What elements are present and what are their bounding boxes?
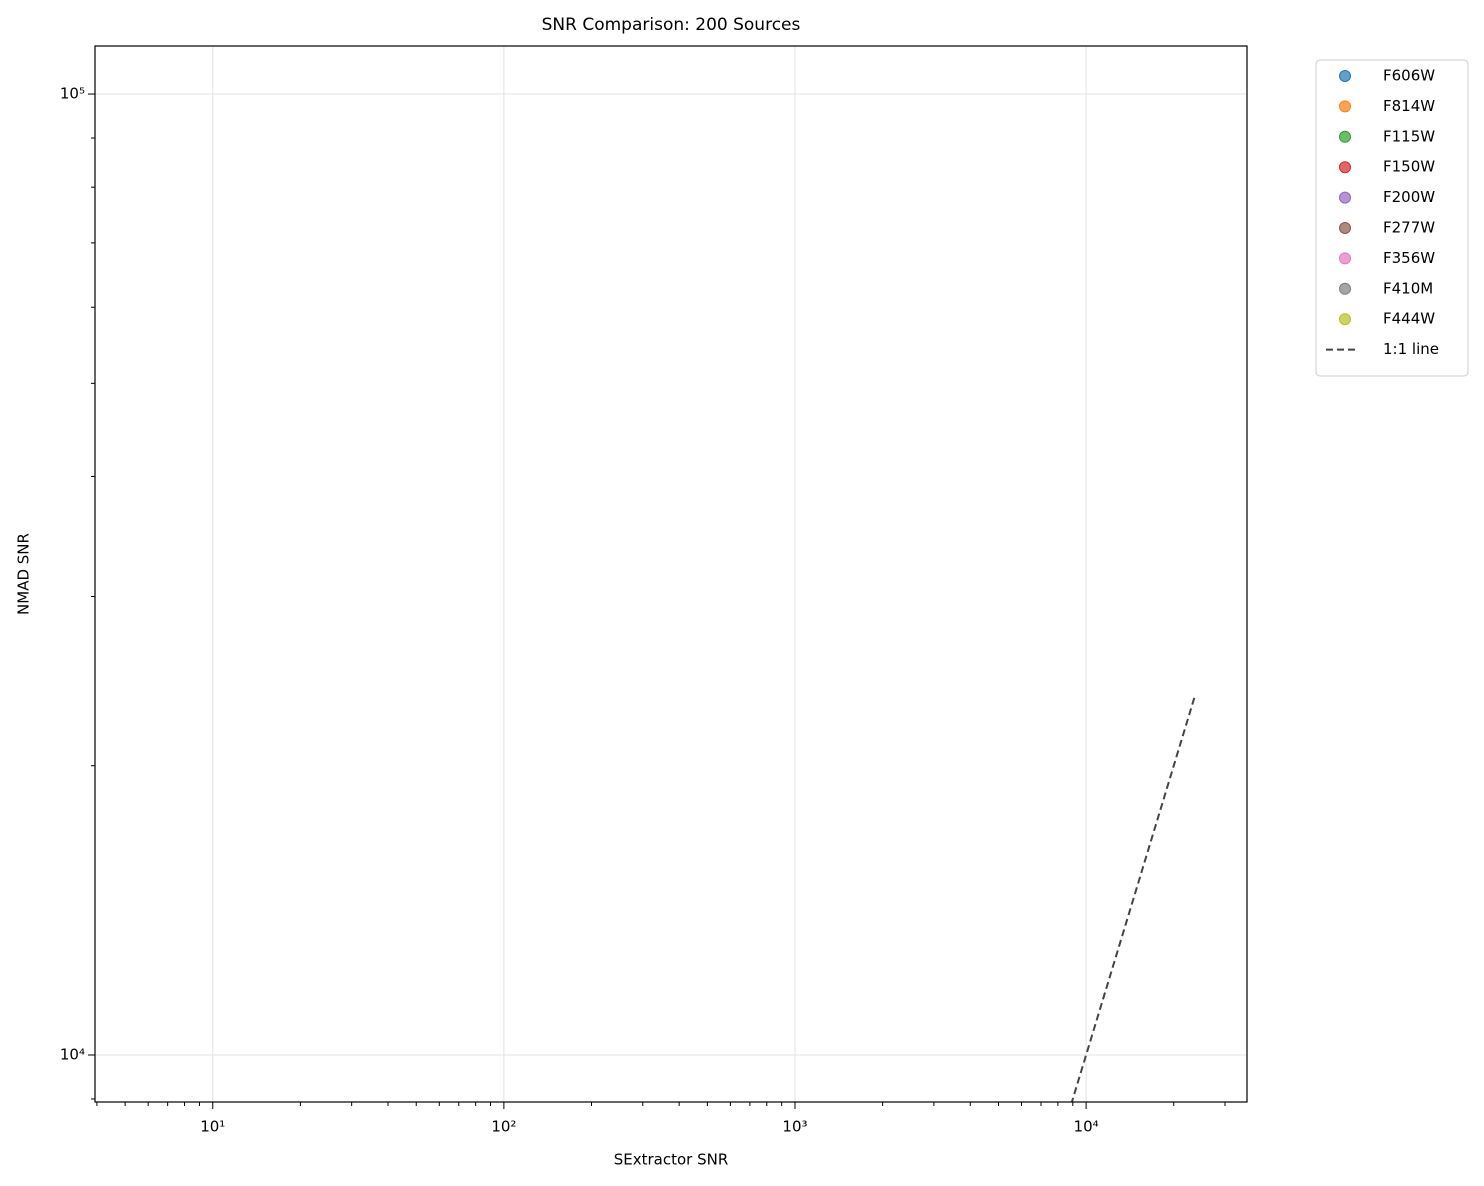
x-tick-label: 10³ [782, 1118, 807, 1136]
legend-label: F410M [1383, 279, 1433, 297]
legend-label: F115W [1383, 127, 1435, 145]
x-tick-label: 10² [491, 1118, 516, 1136]
legend-label: F277W [1383, 219, 1435, 237]
plot-area [1070, 694, 1197, 1102]
legend-marker [1339, 313, 1351, 326]
legend-marker [1339, 252, 1351, 265]
legend-label: 1:1 line [1383, 340, 1439, 358]
reference-line [1070, 694, 1197, 1102]
legend-marker [1339, 70, 1351, 82]
legend-marker [1339, 222, 1351, 234]
legend-marker [1339, 191, 1351, 204]
legend-label: F356W [1383, 249, 1435, 267]
y-axis-label: NMAD SNR [15, 533, 33, 615]
legend-marker [1339, 161, 1351, 174]
legend-box [1315, 59, 1469, 377]
legend-marker [1339, 100, 1351, 113]
legend-label: F444W [1383, 310, 1435, 328]
y-tick-label: 10⁵ [60, 85, 85, 103]
legend-label: F814W [1383, 97, 1435, 115]
legend-label: F606W [1383, 67, 1435, 85]
legend-label: F150W [1383, 158, 1435, 176]
y-tick-label: 10⁴ [60, 1046, 85, 1064]
x-tick-label: 10⁴ [1074, 1118, 1099, 1136]
legend-label: F200W [1383, 188, 1435, 206]
legend-marker [1339, 130, 1351, 143]
chart-title: SNR Comparison: 200 Sources [542, 15, 801, 35]
x-tick-label: 10¹ [200, 1118, 225, 1136]
x-axis-label: SExtractor SNR [614, 1151, 729, 1169]
legend-marker [1339, 282, 1351, 295]
plot-frame [94, 45, 1248, 1103]
